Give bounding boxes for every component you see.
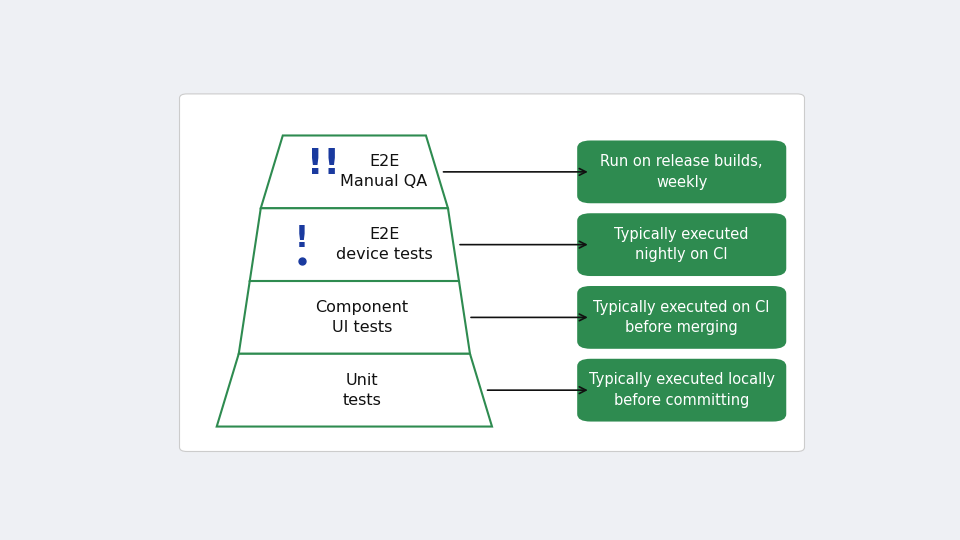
Polygon shape [217, 354, 492, 427]
FancyBboxPatch shape [577, 213, 786, 276]
Polygon shape [239, 281, 470, 354]
Text: Typically executed on CI
before merging: Typically executed on CI before merging [593, 300, 770, 335]
Text: !: ! [295, 224, 308, 253]
FancyBboxPatch shape [180, 94, 804, 451]
Text: Typically executed
nightly on CI: Typically executed nightly on CI [614, 227, 749, 262]
Text: Component
UI tests: Component UI tests [315, 300, 408, 335]
Polygon shape [250, 208, 459, 281]
FancyBboxPatch shape [577, 286, 786, 349]
Text: E2E
device tests: E2E device tests [336, 227, 433, 262]
Text: Unit
tests: Unit tests [343, 373, 381, 408]
FancyBboxPatch shape [577, 140, 786, 203]
Text: !!: !! [307, 147, 340, 181]
Text: Run on release builds,
weekly: Run on release builds, weekly [600, 154, 763, 190]
Polygon shape [261, 136, 448, 208]
FancyBboxPatch shape [577, 359, 786, 422]
Text: Typically executed locally
before committing: Typically executed locally before commit… [588, 373, 775, 408]
Text: E2E
Manual QA: E2E Manual QA [341, 154, 428, 189]
